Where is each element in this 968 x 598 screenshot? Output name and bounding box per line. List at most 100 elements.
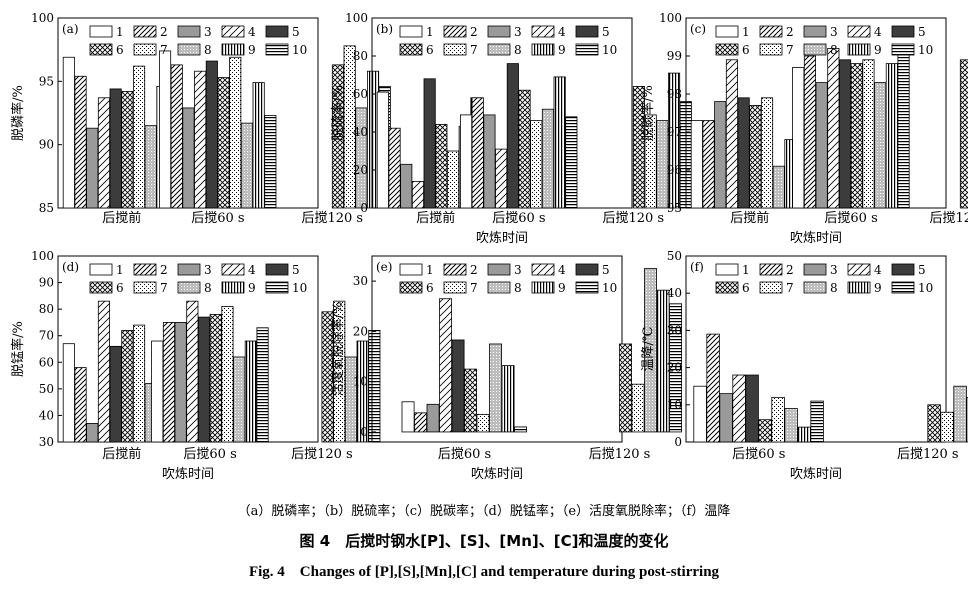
bar [850, 63, 863, 209]
y-tick-label: 50 [39, 382, 54, 396]
bar [706, 333, 720, 443]
legend-swatch [891, 263, 915, 276]
y-axis-label: 脱硫率/% [330, 85, 346, 141]
y-tick-label: 10 [353, 375, 368, 389]
bar [368, 329, 381, 443]
legend-label: 10 [918, 281, 933, 295]
legend-label: 2 [160, 25, 168, 39]
legend-swatch [575, 25, 599, 38]
y-tick-label: 0 [360, 201, 368, 215]
x-axis-label: 吹炼时间 [476, 231, 528, 246]
legend-label: 9 [248, 281, 256, 295]
bar [792, 67, 805, 209]
legend-swatch [487, 281, 511, 294]
legend-swatch [575, 263, 599, 276]
y-tick-label: 20 [353, 324, 368, 338]
legend-swatch [759, 263, 783, 276]
bar [414, 412, 428, 433]
legend-label: 6 [742, 43, 750, 57]
bar [74, 75, 87, 209]
bar [797, 426, 811, 443]
legend-label: 2 [160, 263, 168, 277]
legend-label: 2 [786, 263, 794, 277]
legend-swatch [891, 25, 915, 38]
legend-label: 9 [874, 281, 882, 295]
legend-swatch [89, 43, 113, 56]
bar [229, 56, 242, 209]
legend-label: 5 [918, 25, 926, 39]
legend-label: 5 [918, 263, 926, 277]
x-tick-label: 后搅60 s [438, 446, 491, 462]
x-tick-label: 后搅前 [730, 210, 769, 226]
legend-swatch [265, 25, 289, 38]
bar [565, 116, 578, 209]
y-tick-label: 0 [674, 435, 682, 449]
legend-label: 7 [786, 43, 794, 57]
y-tick-label: 100 [31, 249, 54, 263]
legend-label: 7 [470, 43, 478, 57]
y-tick-label: 60 [39, 355, 54, 369]
legend-swatch [803, 43, 827, 56]
bar [423, 78, 436, 209]
y-tick-label: 100 [659, 11, 682, 25]
bar [489, 343, 503, 433]
y-axis-label: 活度氧脱除率/% [330, 302, 346, 397]
x-tick-label: 后搅前 [416, 210, 455, 226]
bar [644, 114, 657, 209]
bar [256, 327, 269, 443]
bar [162, 322, 176, 443]
panel-tag: (e) [376, 260, 392, 274]
legend-swatch [221, 281, 245, 294]
legend-swatch [399, 25, 423, 38]
subfigure-caption: （a）脱磷率；（b）脱硫率；（c）脱碳率；（d）脱锰率；（e）活度氧脱除率；（f… [237, 504, 731, 519]
y-tick-label: 100 [31, 11, 54, 25]
legend-label: 7 [160, 43, 168, 57]
bar [86, 127, 99, 209]
bar [217, 77, 230, 209]
y-tick-label: 96 [667, 163, 682, 177]
bar [803, 55, 816, 209]
legend-label: 3 [514, 25, 522, 39]
bar [644, 268, 658, 433]
bar [376, 91, 389, 209]
x-tick-label: 后搅前 [102, 210, 141, 226]
legend-label: 4 [558, 25, 566, 39]
y-tick-label: 85 [39, 201, 54, 215]
bar [959, 59, 968, 209]
x-axis-label: 吹炼时间 [471, 467, 523, 482]
legend-swatch [399, 43, 423, 56]
legend-label: 4 [248, 25, 256, 39]
legend-swatch [265, 263, 289, 276]
y-tick-label: 99 [667, 49, 682, 63]
legend-swatch [847, 263, 871, 276]
bar [483, 114, 496, 209]
bar [541, 108, 554, 209]
bar [388, 127, 401, 209]
chart-panel: 0 10 20 30 40 50 温降/℃ (f) 后搅60 s 后搅120 s 吹炼时间 1 2 3 4 5… [641, 249, 968, 482]
bar [86, 422, 99, 443]
bar [144, 125, 157, 209]
bar [501, 365, 515, 433]
legend-swatch [133, 43, 157, 56]
bar [656, 120, 669, 209]
bar [221, 306, 234, 443]
legend-label: 6 [426, 43, 434, 57]
x-tick-label: 后搅60 s [492, 210, 545, 226]
bar [761, 97, 774, 209]
bar [240, 122, 254, 209]
bar [170, 64, 183, 209]
legend-label: 1 [742, 25, 750, 39]
legend-swatch [443, 281, 467, 294]
legend-swatch [891, 43, 915, 56]
bar [745, 374, 759, 443]
legend-label: 1 [116, 25, 124, 39]
legend-swatch [715, 263, 739, 276]
legend-label: 5 [602, 263, 610, 277]
bar [62, 343, 75, 443]
bar [132, 65, 146, 209]
x-tick-label: 后搅60 s [191, 210, 244, 226]
x-tick-label: 后搅120 s [897, 446, 959, 462]
x-axis-label: 吹炼时间 [162, 467, 214, 482]
